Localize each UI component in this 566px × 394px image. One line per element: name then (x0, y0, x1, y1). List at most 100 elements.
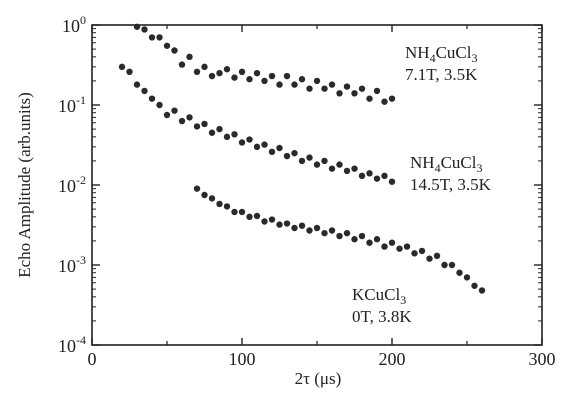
data-point (261, 77, 268, 85)
data-point (381, 98, 388, 105)
data-point (343, 167, 351, 175)
data-point (328, 165, 336, 172)
data-point (321, 229, 328, 237)
data-point (306, 85, 313, 92)
data-point (223, 203, 231, 210)
y-tick-base: 10 (58, 336, 76, 356)
data-point (231, 74, 238, 81)
data-point (193, 123, 201, 130)
data-point (253, 143, 261, 151)
series-label-conditions-7t: 7.1T, 3.5K (405, 65, 478, 84)
series-label-conditions-14t: 14.5T, 3.5K (410, 175, 492, 194)
data-point (313, 161, 321, 168)
data-point (366, 239, 373, 246)
data-point (298, 222, 306, 229)
y-tick-label: 100 (62, 13, 86, 36)
data-point (321, 157, 328, 165)
data-point (208, 129, 216, 136)
y-tick-base: 10 (58, 256, 76, 276)
data-point (201, 63, 208, 71)
data-point (313, 224, 321, 232)
series-label-subscript: 3 (400, 293, 406, 307)
data-point (171, 47, 178, 54)
data-point (201, 120, 208, 128)
data-point (351, 165, 358, 172)
y-axis-title: Echo Amplitude (arb.units) (15, 92, 34, 278)
data-point (208, 195, 216, 202)
data-point (148, 95, 156, 102)
series-1 (118, 63, 396, 185)
data-point (193, 185, 201, 192)
data-point (141, 87, 148, 95)
y-tick-label: 10-2 (58, 173, 86, 196)
data-point (478, 287, 486, 294)
data-point (388, 178, 396, 185)
data-point (253, 212, 261, 220)
data-point (238, 208, 246, 216)
data-point (231, 131, 238, 138)
data-point (351, 236, 358, 243)
x-tick-label: 100 (229, 349, 256, 369)
x-tick-label: 200 (379, 349, 406, 369)
data-point (201, 191, 208, 199)
data-point (328, 81, 336, 88)
data-point (411, 250, 418, 257)
data-point (358, 232, 366, 240)
data-point (156, 34, 163, 41)
data-point (291, 224, 298, 232)
x-tick-label: 0 (88, 349, 97, 369)
data-point (433, 252, 441, 260)
y-tick-base: 10 (58, 96, 76, 116)
data-point (208, 72, 216, 80)
series-label-conditions-kcucl3: 0T, 3.8K (352, 307, 412, 326)
data-point (238, 68, 246, 76)
data-point (366, 170, 373, 177)
data-point (298, 76, 306, 83)
data-point (231, 208, 238, 216)
series-label-name: KCuCl (352, 285, 400, 304)
data-point (283, 152, 291, 160)
data-point (351, 90, 358, 97)
series-0 (133, 23, 396, 105)
data-point (463, 274, 471, 281)
series-label-name: CuCl (441, 153, 477, 172)
series-label-name: NH (405, 43, 430, 62)
data-point (163, 111, 171, 119)
data-point (471, 282, 478, 289)
data-point (388, 239, 396, 246)
data-point (283, 220, 291, 227)
data-point (313, 77, 321, 85)
series-label-subscript: 3 (476, 161, 482, 175)
y-tick-label: 10-1 (58, 93, 86, 116)
data-point (253, 69, 261, 77)
data-point (336, 161, 343, 168)
data-point (156, 101, 163, 109)
data-point (186, 53, 193, 61)
data-point (343, 83, 351, 90)
data-point (283, 72, 291, 80)
series-2 (193, 185, 486, 294)
data-point (261, 218, 268, 225)
data-point (246, 76, 253, 83)
data-point (133, 81, 141, 88)
data-point (358, 172, 366, 180)
series-label-subscript: 4 (430, 51, 436, 65)
data-point (403, 243, 411, 250)
data-point (268, 148, 276, 156)
y-tick-base: 10 (58, 176, 76, 196)
y-tick-label: 10-4 (58, 333, 86, 356)
data-point (426, 255, 433, 262)
data-point (268, 72, 276, 80)
data-point (336, 232, 343, 240)
data-point (216, 125, 223, 133)
data-point (126, 68, 133, 76)
data-point (306, 227, 313, 234)
y-tick-exponent: -1 (76, 93, 86, 107)
data-point (336, 90, 343, 97)
data-point (343, 229, 351, 237)
series-label-subscript: 4 (435, 161, 441, 175)
x-axis-title: 2τ (μs) (295, 369, 342, 388)
series-label-name: CuCl (436, 43, 472, 62)
